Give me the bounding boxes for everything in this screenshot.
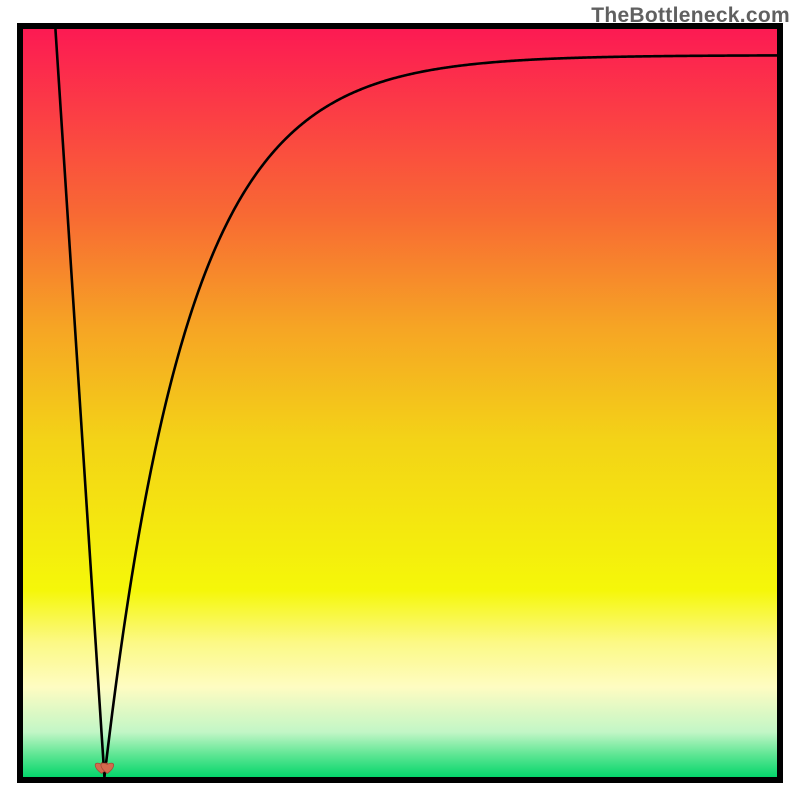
chart-background (23, 29, 777, 777)
chart-svg (17, 23, 783, 783)
chart-container: TheBottleneck.com (0, 0, 800, 800)
plot-area (17, 23, 783, 783)
